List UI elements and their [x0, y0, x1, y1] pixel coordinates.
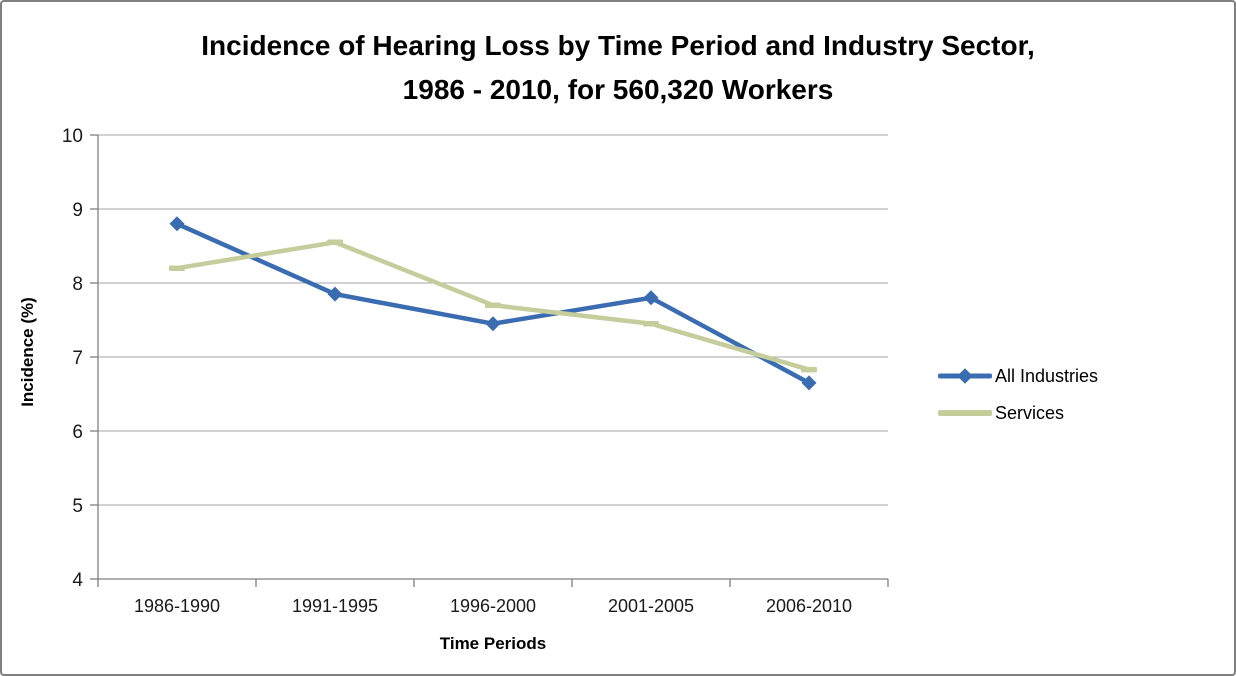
legend-label-services: Services — [995, 402, 1065, 423]
y-axis-title: Incidence (%) — [18, 297, 37, 407]
x-tick-labels: 1986-1990 1991-1995 1996-2000 2001-2005 2006… — [134, 596, 852, 616]
data-point-marker — [643, 290, 659, 306]
legend-label-all-industries: All Industries — [995, 365, 1099, 386]
x-tick-label: 2001-2005 — [608, 596, 694, 616]
data-point-marker — [169, 265, 185, 271]
legend-item-services: Services — [938, 398, 1098, 428]
chart-title-line1: Incidence of Hearing Loss by Time Period… — [201, 30, 1035, 61]
y-tick-label: 9 — [72, 200, 83, 221]
chart-title: Incidence of Hearing Loss by Time Period… — [2, 24, 1234, 112]
x-tick-label: 1991-1995 — [292, 596, 378, 616]
chart-legend: All Industries Services — [938, 361, 1098, 435]
axes — [90, 134, 889, 587]
data-point-marker — [169, 216, 185, 232]
legend-line-icon — [938, 410, 992, 416]
x-tick-label: 1996-2000 — [450, 596, 536, 616]
data-point-marker — [485, 316, 501, 332]
chart-title-line2: 1986 - 2010, for 560,320 Workers — [402, 74, 834, 105]
x-tick-label: 2006-2010 — [766, 596, 852, 616]
y-tick-label: 8 — [72, 274, 83, 295]
x-tick-label: 1986-1990 — [134, 596, 220, 616]
y-tick-label: 6 — [72, 422, 83, 443]
data-point-marker — [643, 320, 659, 327]
x-axis-title: Time Periods — [439, 634, 547, 653]
data-point-marker — [801, 366, 817, 373]
data-point-marker — [327, 286, 343, 302]
y-tick-label: 5 — [72, 496, 83, 517]
legend-swatch-all-industries — [938, 361, 992, 391]
data-point-marker — [327, 239, 343, 246]
legend-diamond-icon — [957, 368, 973, 384]
series-all-industries — [169, 216, 817, 391]
y-tick-label: 4 — [72, 570, 83, 591]
y-tick-label: 7 — [72, 348, 83, 369]
data-point-marker — [801, 375, 817, 391]
legend-item-all-industries: All Industries — [938, 361, 1098, 391]
data-point-marker — [485, 302, 501, 308]
y-tick-labels: 10 9 8 7 6 5 4 — [62, 126, 84, 591]
series-services — [169, 239, 817, 373]
y-tick-label: 10 — [62, 126, 83, 147]
legend-swatch-services — [938, 398, 992, 428]
